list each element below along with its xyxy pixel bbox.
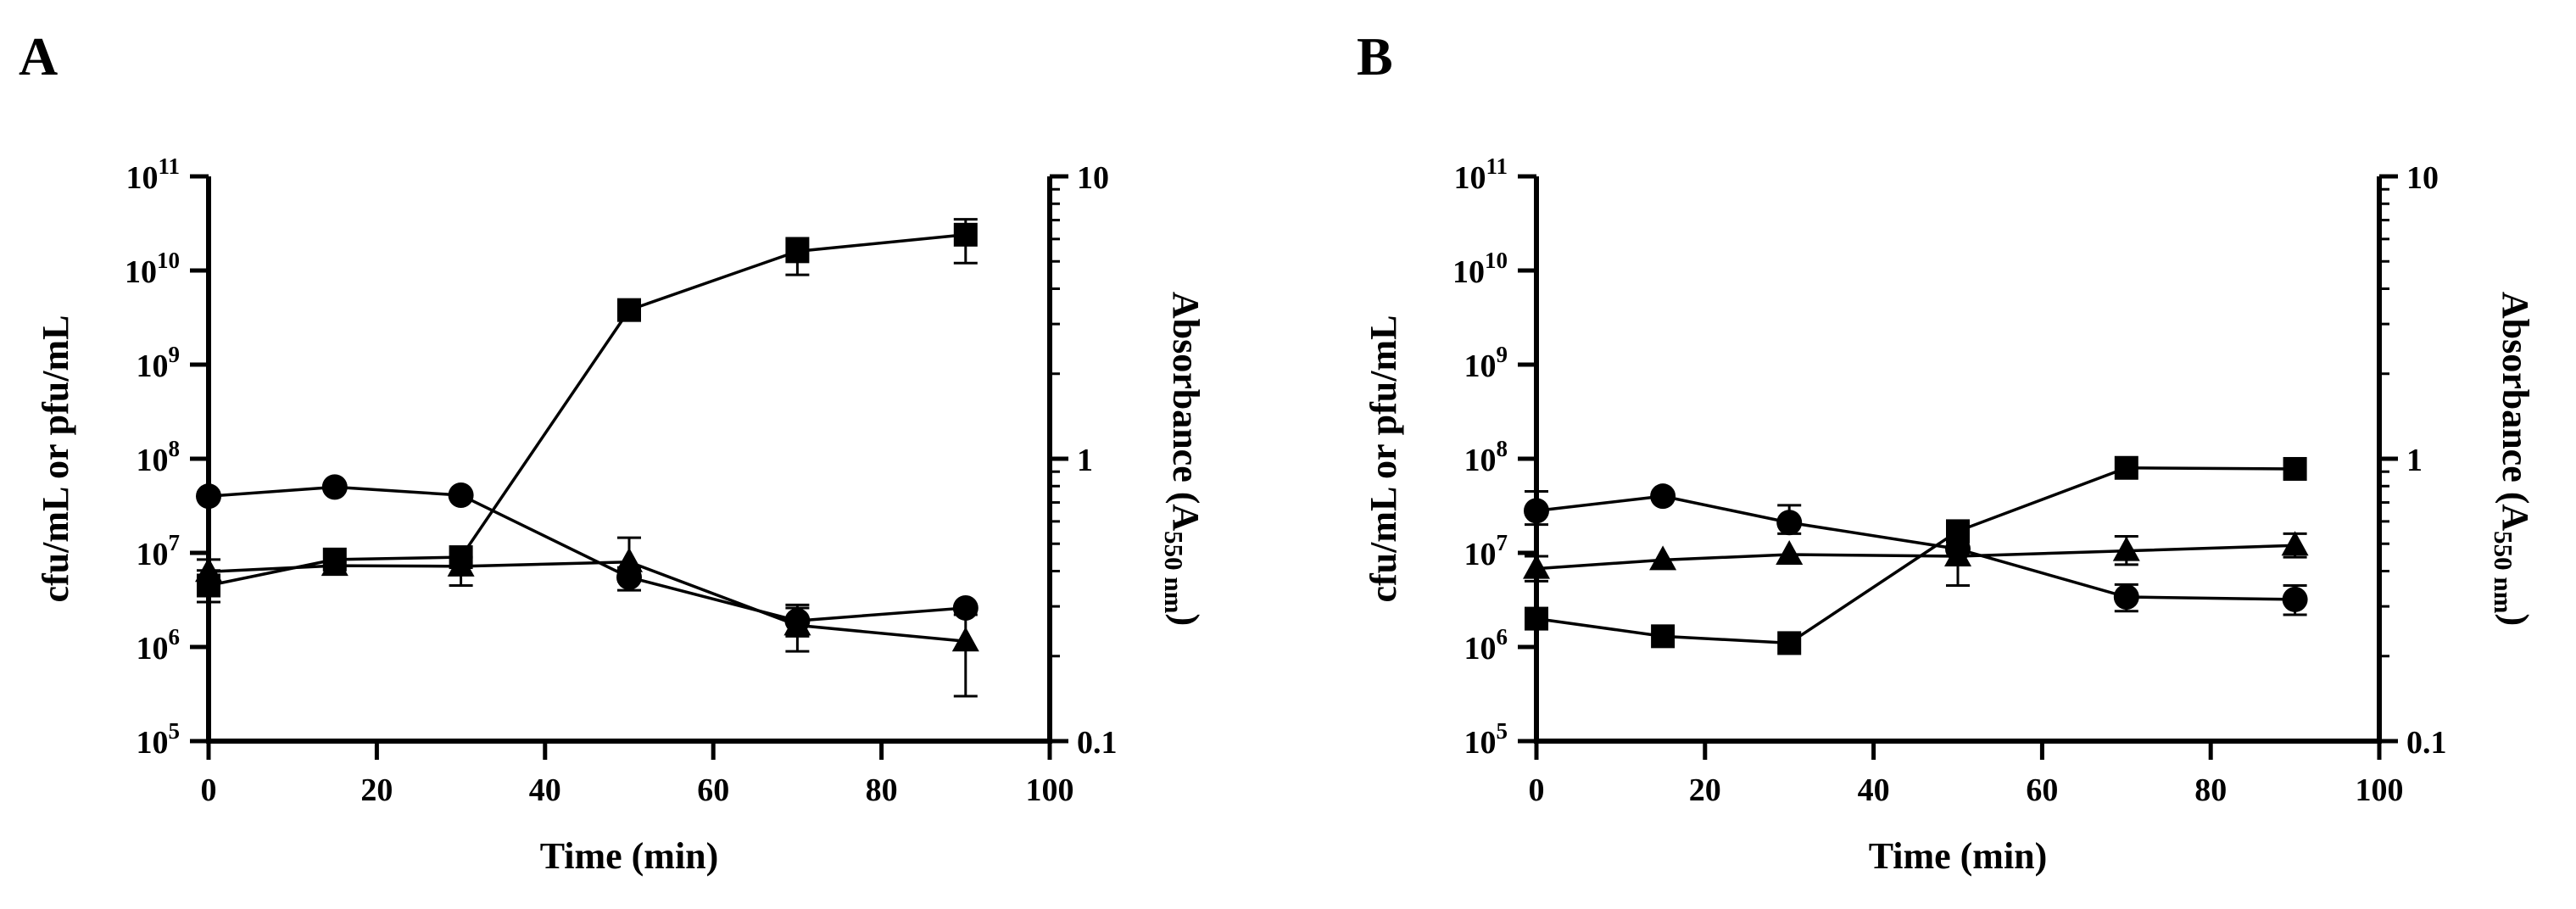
y-tick-label: 107 <box>137 530 181 572</box>
circle-marker <box>448 482 474 508</box>
y-axis-title: cfu/mL or pfu/mL <box>1363 315 1404 602</box>
y-tick-label: 108 <box>137 436 181 478</box>
x-tick-label: 40 <box>529 772 561 808</box>
square-marker <box>1651 624 1676 649</box>
x-tick-label: 100 <box>1026 772 1074 808</box>
triangle-marker <box>321 551 348 577</box>
y2-tick-label: 10 <box>2406 160 2439 196</box>
circle-marker <box>1776 510 1803 536</box>
circle-marker <box>1650 483 1676 510</box>
panel-label: A <box>19 26 58 86</box>
square-marker <box>617 298 641 322</box>
y2-tick-label: 10 <box>1077 160 1109 196</box>
series-line-triangle <box>1536 544 2295 571</box>
series-circle <box>196 474 979 638</box>
x-tick-label: 40 <box>1858 772 1890 808</box>
y-axis-title: cfu/mL or pfu/mL <box>35 315 76 602</box>
x-axis-title: Time (min) <box>1869 835 2048 877</box>
y2-tick-label: 1 <box>2406 443 2423 478</box>
circle-marker <box>196 483 221 510</box>
triangle-marker <box>2112 536 2140 561</box>
x-tick-label: 20 <box>1689 772 1721 808</box>
series-line-circle <box>1536 494 2295 601</box>
series-line-triangle <box>208 560 966 644</box>
circle-marker <box>2282 586 2308 612</box>
x-tick-label: 20 <box>360 772 393 808</box>
square-marker <box>2114 455 2138 480</box>
series-line-circle <box>208 485 966 622</box>
y-tick-label: 105 <box>137 718 181 761</box>
x-tick-label: 80 <box>866 772 898 808</box>
series-line-square <box>1536 466 2295 645</box>
y-tick-label: 107 <box>1464 530 1508 572</box>
y2-axis-title: Absorbance (A550 nm) <box>1159 292 1207 626</box>
chart-panel-a: A 0 20 40 60 80 100 105 106 107 108 109 1010 1011 0.1 1… <box>19 26 1207 877</box>
x-tick-label: 0 <box>1529 772 1545 808</box>
y-tick-label: 109 <box>1464 342 1508 384</box>
triangle-marker <box>1523 554 1550 579</box>
y-tick-label: 106 <box>137 624 181 666</box>
panel-label: B <box>1357 26 1393 86</box>
square-marker <box>2283 456 2307 481</box>
series-line-square <box>208 233 966 588</box>
triangle-marker <box>783 611 811 636</box>
series-triangle <box>1523 531 2309 587</box>
triangle-marker <box>1944 542 1971 567</box>
y2-axis-title: Absorbance (A550 nm) <box>2489 292 2536 626</box>
y-tick-label: 1011 <box>1453 153 1508 196</box>
y-tick-label: 108 <box>1464 436 1508 478</box>
triangle-marker <box>1776 539 1804 565</box>
y-tick-label: 1011 <box>125 153 180 196</box>
x-tick-label: 60 <box>697 772 729 808</box>
triangle-marker <box>195 557 222 583</box>
y-tick-label: 109 <box>137 342 181 384</box>
circle-marker <box>321 474 348 500</box>
x-axis-title: Time (min) <box>540 835 719 877</box>
y-tick-label: 1010 <box>1452 248 1508 290</box>
triangle-marker <box>447 551 475 577</box>
series-triangle <box>195 536 979 698</box>
square-marker <box>1525 606 1548 631</box>
x-tick-label: 0 <box>201 772 217 808</box>
triangle-marker <box>1649 545 1677 571</box>
y-tick-label: 106 <box>1464 624 1508 666</box>
y2-tick-label: 0.1 <box>1077 725 1118 761</box>
square-marker <box>953 222 978 247</box>
series-square <box>197 218 978 604</box>
square-marker <box>785 239 810 264</box>
chart-panel-b: B 0 20 40 60 80 100 105 106 107 108 109 1010 1011 0.1 1… <box>1357 26 2536 877</box>
series-circle <box>1524 483 2308 616</box>
y-tick-label: 1010 <box>125 248 180 290</box>
x-tick-label: 80 <box>2194 772 2227 808</box>
y-tick-label: 105 <box>1464 718 1508 761</box>
x-tick-label: 100 <box>2356 772 2404 808</box>
square-marker <box>1777 631 1802 655</box>
x-tick-label: 60 <box>2026 772 2058 808</box>
circle-marker <box>2113 584 2139 611</box>
triangle-marker <box>2281 531 2309 556</box>
triangle-marker <box>951 627 979 652</box>
y2-tick-label: 1 <box>1077 443 1093 478</box>
circle-marker <box>1524 498 1549 524</box>
y2-tick-label: 0.1 <box>2406 725 2447 761</box>
triangle-marker <box>616 547 643 572</box>
